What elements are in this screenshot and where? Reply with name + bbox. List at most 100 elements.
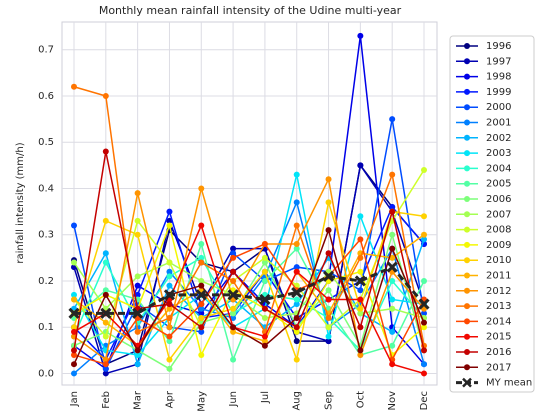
point [261,338,268,345]
point [198,259,205,266]
point [102,370,109,377]
point [261,305,268,312]
point [102,291,109,298]
point [293,328,300,335]
legend-label: 2006 [486,194,511,205]
point [325,333,332,340]
point [102,148,109,155]
point [71,259,77,266]
point [198,282,205,289]
point [421,231,427,238]
point [293,338,300,345]
legend-marker [462,377,472,388]
point [71,83,77,90]
series-line [73,227,425,365]
point [166,217,173,224]
point [293,314,300,321]
point [421,236,427,243]
point [230,268,237,275]
point [102,333,109,340]
point [357,254,364,261]
point [102,250,109,257]
point [71,361,77,368]
point [261,240,268,247]
point [357,32,364,39]
series-line [73,86,425,346]
point [261,268,268,275]
legend-box [449,35,535,393]
point [134,190,141,197]
point [198,222,205,229]
legend-label: 2000 [486,102,511,113]
series-line [73,151,425,351]
legend-label: 2015 [486,332,511,343]
point [166,305,173,312]
x-tick-label: Jan [69,391,80,407]
point [134,231,141,238]
series-line [74,265,426,315]
point [421,310,427,317]
legend-label: 2004 [486,163,511,174]
point [261,277,268,284]
legend-label: 2014 [486,316,511,327]
point [421,319,427,326]
legend-label: 2008 [486,225,511,236]
x-tick-label: Jun [228,391,239,408]
point [102,92,109,99]
point [166,338,173,345]
legend-marker [464,58,470,65]
legend-label: 2012 [486,286,511,297]
point [100,307,112,319]
point [325,227,332,234]
plot-area [61,21,438,386]
point [389,296,396,303]
point [389,203,396,210]
point [102,287,109,294]
y-tick-label: 0.4 [38,183,54,194]
point [357,213,364,220]
point [357,305,364,312]
legend-marker [464,88,470,95]
point [71,324,77,331]
point [325,176,332,183]
point [166,333,173,340]
point [166,222,173,229]
legend-label: 2010 [486,255,511,266]
legend-label: 1999 [486,87,511,98]
point [325,324,332,331]
point [102,361,109,368]
point [198,254,205,261]
point [357,236,364,243]
x-tick-label: Apr [164,390,175,408]
legend-label: 1996 [486,41,511,52]
y-axis-label: rainfall intensity (mm/h) [15,142,26,263]
point [71,291,77,298]
point [293,324,300,331]
point [389,328,396,335]
legend-label: 2009 [486,240,511,251]
point [293,240,300,247]
series-line [73,239,425,367]
point [134,328,141,335]
point [71,347,77,354]
point [134,273,141,280]
legend-marker [464,257,470,264]
point [230,310,237,317]
x-tick-label: May [196,391,207,412]
point [134,351,141,358]
point [325,250,332,257]
point [293,199,300,206]
x-tick-label: Oct [355,391,366,408]
legend-marker [464,43,470,49]
legend-label: 2011 [486,271,511,282]
point [357,347,364,354]
legend-marker [464,165,470,172]
point [293,356,300,363]
point [357,310,364,317]
point [421,213,427,220]
point [357,296,364,303]
point [134,217,141,224]
point [166,208,173,215]
legend-label: 2016 [486,347,511,358]
point [389,171,396,178]
